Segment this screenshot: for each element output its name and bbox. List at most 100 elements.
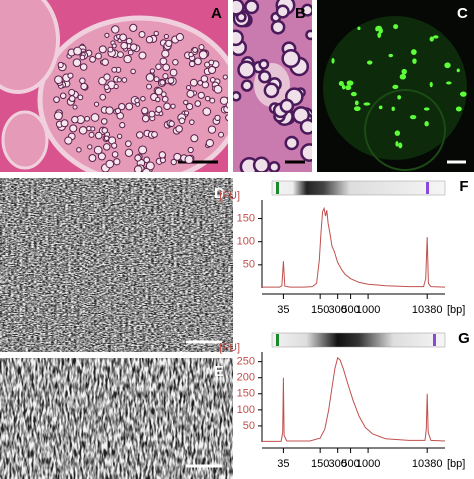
axon — [120, 41, 128, 50]
gel-strips — [271, 180, 446, 348]
axon — [125, 102, 134, 111]
panel-c-image — [317, 0, 474, 172]
axon — [159, 57, 168, 66]
axon — [225, 101, 228, 109]
axon — [116, 77, 122, 83]
y-tick-label: 50 — [243, 420, 255, 432]
axon — [145, 35, 154, 44]
axon — [78, 126, 88, 135]
green-cell — [346, 80, 354, 86]
axon — [204, 95, 211, 102]
axon — [178, 117, 186, 125]
axon — [134, 97, 140, 104]
axon — [114, 107, 122, 115]
axon — [162, 63, 170, 72]
x-tick-label: 500 — [341, 458, 359, 470]
green-cell — [399, 73, 407, 80]
axon — [161, 95, 169, 103]
y-tick-label: 100 — [237, 404, 255, 416]
green-cell — [410, 49, 417, 55]
axon — [119, 33, 127, 42]
axon — [103, 143, 111, 151]
axon — [207, 125, 217, 134]
axon — [258, 70, 272, 84]
axon — [117, 51, 124, 59]
axon — [214, 114, 221, 122]
axon — [77, 94, 84, 101]
axon — [168, 120, 175, 127]
axon — [59, 92, 67, 100]
green-cell — [338, 80, 344, 87]
axon — [190, 134, 199, 143]
green-cell — [456, 68, 460, 73]
trace — [262, 206, 446, 288]
axon — [133, 165, 143, 172]
axon — [79, 54, 86, 61]
axon — [60, 119, 69, 128]
green-cell — [444, 62, 451, 69]
axon — [187, 146, 194, 154]
axon — [165, 39, 173, 48]
axon — [222, 74, 228, 80]
x-tick-label: 35 — [277, 458, 289, 470]
axon — [141, 106, 149, 115]
axon — [107, 46, 114, 53]
axon — [95, 52, 102, 60]
axon — [208, 65, 217, 75]
axon — [141, 114, 150, 123]
green-cell — [391, 106, 395, 111]
axon — [94, 131, 103, 140]
axon — [103, 135, 110, 141]
green-cell — [393, 24, 399, 30]
axon — [64, 136, 73, 145]
green-cell — [388, 53, 394, 58]
green-cell — [354, 106, 361, 112]
axon — [185, 85, 192, 91]
green-cell — [345, 85, 352, 91]
axon — [98, 45, 107, 54]
green-cell — [392, 85, 398, 89]
axon — [209, 97, 216, 104]
axon — [225, 114, 228, 122]
axon — [169, 68, 178, 77]
axon — [155, 105, 163, 114]
axon — [175, 33, 184, 42]
axon — [149, 68, 156, 74]
x-tick-label: 500 — [341, 304, 359, 316]
green-cell — [412, 58, 417, 64]
axon — [161, 49, 170, 58]
axon — [113, 83, 119, 90]
axon — [155, 96, 161, 103]
green-cell — [357, 26, 361, 31]
panel-label: B — [295, 5, 306, 22]
x-tick-label: 300 — [328, 458, 346, 470]
axon — [111, 151, 119, 158]
panel-label: D — [214, 185, 225, 202]
axon — [145, 73, 155, 82]
axon — [218, 131, 224, 138]
axon — [93, 101, 100, 107]
green-cell — [455, 106, 462, 112]
axon — [186, 89, 195, 98]
axon — [117, 133, 123, 139]
green-cell — [398, 142, 403, 149]
green-cell — [433, 35, 439, 39]
y-tick-label: 200 — [237, 372, 255, 384]
axon — [252, 156, 271, 172]
axon — [111, 66, 118, 73]
axon — [124, 148, 134, 157]
y-tick-label: 150 — [237, 388, 255, 400]
axon — [184, 110, 190, 116]
axon — [93, 145, 103, 155]
axon — [159, 79, 166, 86]
axon — [208, 59, 215, 66]
axon — [138, 145, 148, 155]
axon — [281, 48, 301, 69]
trace — [262, 356, 446, 442]
axon — [142, 168, 151, 172]
y-axis-label: [FU] — [219, 190, 240, 202]
axon — [233, 29, 244, 47]
axon — [100, 118, 108, 125]
green-cell — [377, 32, 382, 38]
x-tick-label: 150 — [311, 458, 329, 470]
